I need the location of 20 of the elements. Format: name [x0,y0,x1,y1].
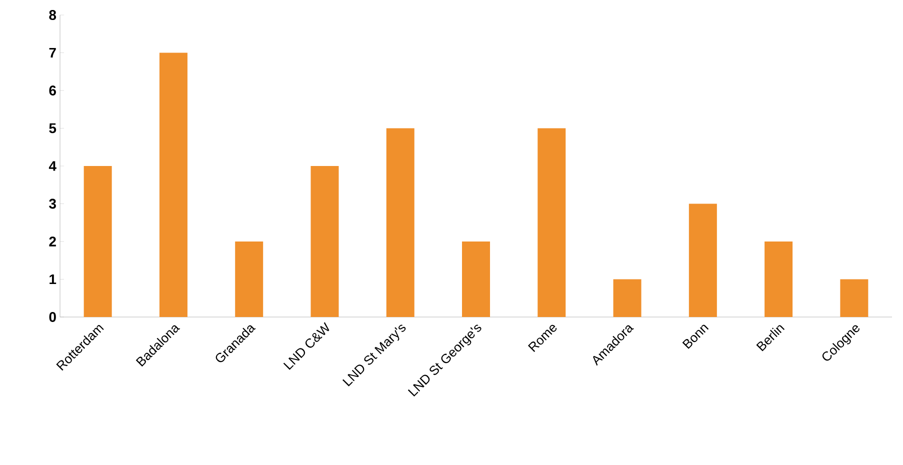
y-tick-label: 8 [49,10,56,20]
bar [462,242,490,317]
y-tick-label: 5 [49,123,56,134]
y-tick-label: 7 [49,48,56,58]
y-tick-label: 2 [49,236,56,246]
bar [764,242,793,317]
bar [538,128,566,317]
bar [613,279,642,317]
bar [688,204,717,317]
y-tick-label: 1 [50,274,56,284]
y-tick-label: 6 [49,86,56,96]
bar [235,242,264,317]
bar [840,279,868,317]
bar [159,52,188,317]
bar [84,166,112,317]
y-tick-label: 3 [49,198,56,209]
y-tick-label: 4 [48,161,56,171]
bar [310,166,339,317]
bar [386,128,414,317]
y-tick-label: 0 [49,312,56,322]
